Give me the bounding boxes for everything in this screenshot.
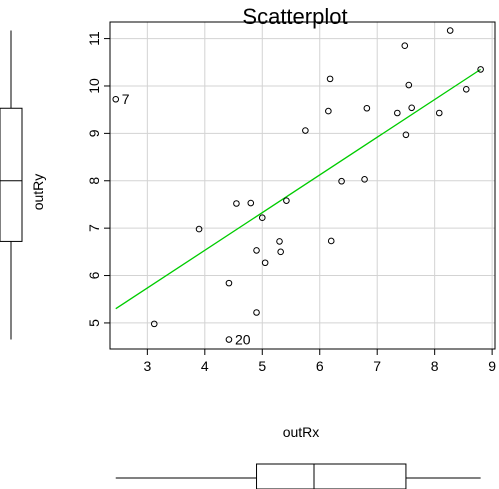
y-tick-label-6: 11	[86, 31, 102, 46]
data-point-1	[150, 320, 158, 328]
data-point-29	[477, 66, 484, 73]
y-axis: 5 6 7 8 9 10 11	[86, 31, 110, 327]
x-tick-label-0: 3	[143, 358, 151, 374]
x-tick-label-6: 9	[488, 358, 496, 374]
data-point-6	[247, 199, 255, 207]
data-point-5	[233, 200, 240, 207]
y-axis-label: outRy	[30, 174, 46, 211]
y-tick-label-1: 6	[86, 271, 102, 279]
data-point-25	[408, 104, 415, 112]
points-layer	[112, 27, 484, 343]
data-point-28	[462, 85, 470, 93]
data-point-26	[435, 109, 443, 117]
data-point-24	[405, 81, 413, 89]
data-point-7	[253, 247, 260, 254]
x-tick-label-5: 8	[431, 358, 439, 374]
regression-line	[115, 68, 481, 310]
x-tick-label-3: 6	[316, 358, 324, 374]
y-tick-label-5: 10	[86, 78, 102, 94]
data-point-27	[446, 27, 454, 34]
y-tick-label-3: 8	[86, 177, 102, 185]
plot-frame	[109, 21, 496, 350]
data-point-16	[326, 75, 334, 83]
data-point-8	[253, 309, 260, 316]
data-point-4	[225, 336, 233, 343]
chart-title: Scatterplot	[242, 4, 347, 29]
data-point-9	[258, 214, 266, 222]
data-point-0	[112, 95, 120, 103]
data-point-21	[394, 109, 401, 117]
boxplot-y-box	[0, 107, 23, 242]
point-labels-layer: 7 20	[122, 91, 251, 347]
x-axis: 3 4 5 6 7 8 9	[143, 349, 496, 374]
point-label-0: 7	[122, 91, 130, 107]
data-point-10	[261, 259, 269, 267]
data-point-23	[402, 131, 410, 139]
grid	[110, 22, 495, 349]
data-point-20	[363, 104, 371, 112]
data-point-18	[338, 177, 345, 185]
data-point-15	[325, 107, 332, 115]
data-point-11	[276, 238, 283, 245]
data-point-22	[401, 42, 409, 49]
y-tick-label-4: 9	[86, 129, 102, 137]
data-point-3	[225, 279, 233, 287]
data-point-2	[195, 225, 203, 233]
data-point-17	[327, 237, 335, 245]
point-label-1: 20	[235, 332, 251, 348]
y-tick-label-2: 7	[86, 224, 102, 232]
x-tick-label-1: 4	[201, 358, 209, 374]
fit-line-layer	[115, 68, 481, 310]
x-tick-label-2: 5	[258, 358, 266, 374]
data-point-13	[283, 197, 290, 204]
boxplot-y	[0, 30, 23, 340]
y-tick-label-0: 5	[86, 319, 102, 327]
data-point-12	[277, 248, 284, 256]
boxplot-x-box	[256, 463, 407, 489]
x-axis-label: outRx	[283, 424, 320, 440]
data-point-19	[361, 176, 368, 183]
boxplot-x	[115, 463, 481, 489]
data-point-14	[302, 127, 309, 134]
x-tick-label-4: 7	[373, 358, 381, 374]
